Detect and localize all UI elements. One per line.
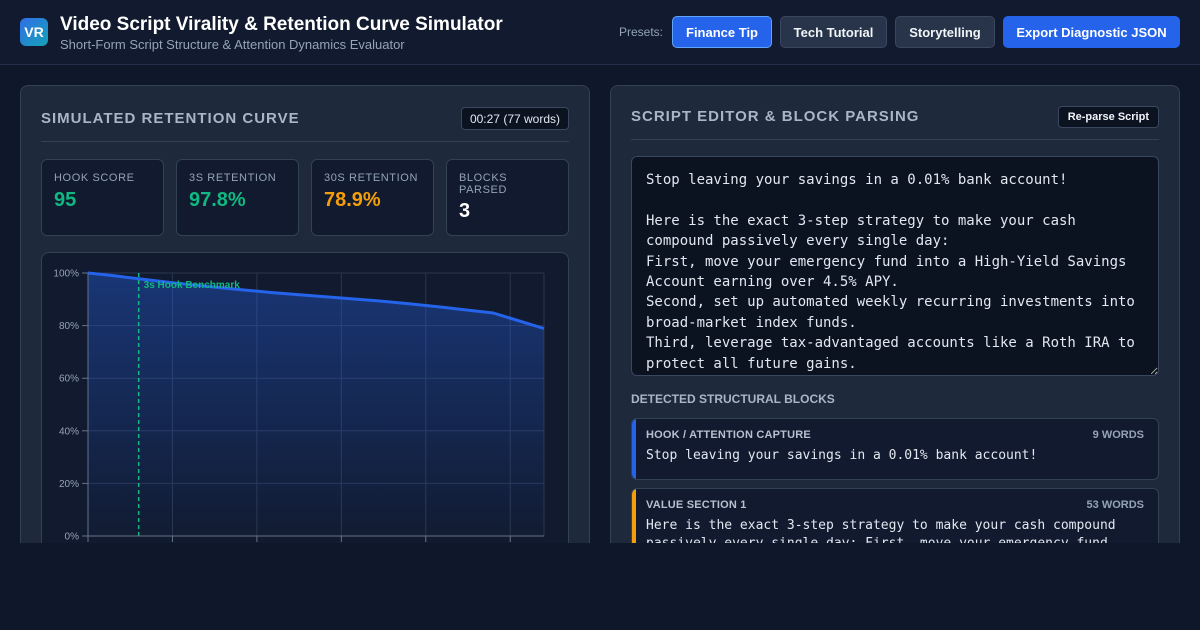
retention-chart: 3s Hook Benchmark 0% 20% 40% 60% 80% 100% — [41, 252, 569, 552]
script-editor-textarea[interactable] — [631, 156, 1159, 376]
retention-line — [87, 271, 545, 330]
export-json-button[interactable]: Export Diagnostic JSON — [1003, 16, 1180, 48]
detected-blocks-heading: DETECTED STRUCTURAL BLOCKS — [631, 392, 835, 406]
block-label: HOOK / ATTENTION CAPTURE — [646, 429, 811, 441]
block-accent-bar — [632, 489, 636, 557]
app-header: VR Video Script Virality & Retention Cur… — [0, 0, 1200, 65]
block-accent-bar — [632, 419, 636, 479]
retention-panel-title: SIMULATED RETENTION CURVE — [41, 110, 300, 127]
y-tick-label: 40% — [59, 426, 79, 437]
retention-area — [88, 273, 544, 536]
y-tick-label: 80% — [59, 321, 79, 332]
editor-panel-title: SCRIPT EDITOR & BLOCK PARSING — [631, 108, 920, 125]
reparse-script-button[interactable]: Re-parse Script — [1057, 106, 1159, 128]
presets-label: Presets: — [619, 25, 664, 39]
preset-storytelling-button[interactable]: Storytelling — [895, 16, 995, 48]
metric-label: BLOCKS PARSED — [459, 172, 508, 196]
retention-panel: SIMULATED RETENTION CURVE 00:27 (77 word… — [20, 85, 590, 555]
hook-benchmark-label: 3s Hook Benchmark — [144, 280, 241, 291]
block-word-count: 9 WORDS — [1092, 429, 1144, 441]
panel-divider — [41, 141, 569, 142]
y-tick-label: 60% — [59, 374, 79, 385]
metric-card-blocks-parsed: BLOCKS PARSED 3 — [446, 159, 569, 236]
page-bottom — [0, 543, 1200, 630]
app-logo: VR — [20, 18, 48, 46]
y-tick-label: 0% — [65, 532, 80, 543]
metric-label: 3S RETENTION — [189, 172, 277, 184]
metric-value: 95 — [54, 189, 77, 211]
block-card-hook[interactable]: HOOK / ATTENTION CAPTURE 9 WORDS Stop le… — [631, 418, 1159, 480]
preset-finance-tip-button[interactable]: Finance Tip — [672, 16, 772, 48]
duration-badge: 00:27 (77 words) — [460, 107, 569, 130]
metric-value: 78.9% — [324, 189, 381, 211]
metric-label: HOOK SCORE — [54, 172, 135, 184]
editor-panel: SCRIPT EDITOR & BLOCK PARSING Re-parse S… — [610, 85, 1180, 558]
y-tick-label: 20% — [59, 479, 79, 490]
block-text: Stop leaving your savings in a 0.01% ban… — [646, 448, 1038, 463]
block-word-count: 53 WORDS — [1086, 499, 1144, 511]
metric-card-30s-retention: 30S RETENTION 78.9% — [311, 159, 434, 236]
block-label: VALUE SECTION 1 — [646, 499, 747, 511]
app-title: Video Script Virality & Retention Curve … — [60, 14, 503, 35]
metric-card-3s-retention: 3S RETENTION 97.8% — [176, 159, 299, 236]
preset-tech-tutorial-button[interactable]: Tech Tutorial — [780, 16, 887, 48]
y-tick-label: 100% — [53, 269, 79, 280]
metric-card-hook-score: HOOK SCORE 95 — [41, 159, 164, 236]
metric-value: 3 — [459, 200, 471, 222]
metric-label: 30S RETENTION — [324, 172, 418, 184]
panel-divider — [631, 139, 1159, 140]
app-subtitle: Short-Form Script Structure & Attention … — [60, 37, 405, 52]
retention-chart-svg: 3s Hook Benchmark 0% 20% 40% 60% 80% 100% — [53, 269, 545, 543]
metric-value: 97.8% — [189, 189, 246, 211]
